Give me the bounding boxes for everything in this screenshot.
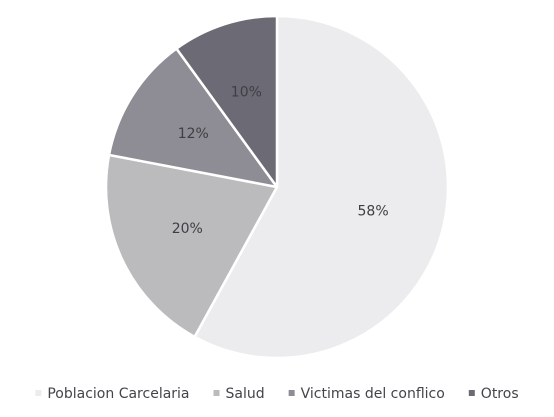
pie-data-label-4: 10%: [231, 85, 262, 101]
legend-label-1: Poblacion Carcelaria: [47, 386, 189, 402]
pie-slice-2: [104, 153, 279, 339]
pie-data-labels: 58% 20% 12% 10%: [172, 85, 389, 238]
legend-item-3: Victimas del conflico: [288, 386, 445, 402]
pie-data-label-2: 20%: [172, 221, 203, 237]
pie-slice-4: [175, 14, 279, 189]
legend-marker-1: [35, 390, 42, 396]
legend-item-1: Poblacion Carcelaria: [35, 386, 190, 402]
pie-data-label-1: 58%: [358, 204, 389, 220]
pie-slice-1: [193, 14, 450, 360]
legend-marker-4: [468, 390, 475, 396]
pie-data-label-3: 12%: [178, 126, 209, 142]
legend-item-4: Otros: [468, 386, 519, 402]
legend-item-2: Salud: [213, 386, 265, 402]
legend-label-2: Salud: [226, 386, 265, 402]
legend-marker-3: [288, 390, 295, 396]
legend-label-3: Victimas del conflico: [301, 386, 445, 402]
legend: Poblacion Carcelaria Salud Victimas del co…: [35, 386, 519, 402]
pie-slice-3: [107, 47, 279, 189]
pie-slices: [104, 14, 450, 360]
legend-marker-2: [213, 390, 220, 396]
legend-label-4: Otros: [481, 386, 519, 402]
